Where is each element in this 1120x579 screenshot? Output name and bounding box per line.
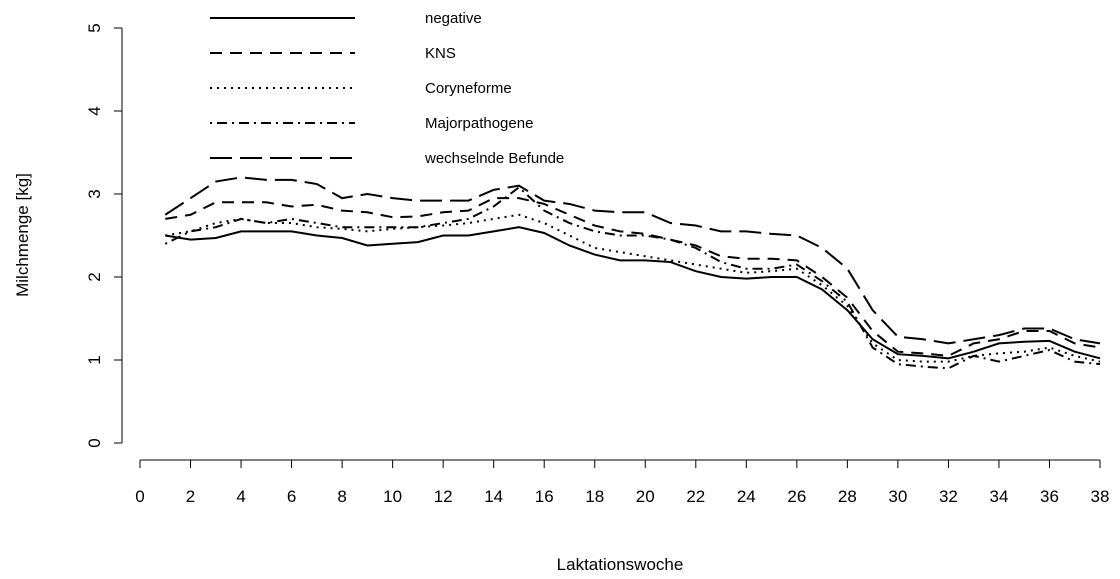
line-series [164, 186, 1101, 370]
x-tick-label: 34 [989, 487, 1008, 506]
x-axis-title: Laktationswoche [557, 555, 684, 574]
legend-label: negative [425, 10, 482, 27]
y-axis-title: Milchmenge [kg] [13, 173, 32, 297]
x-tick-label: 28 [838, 487, 857, 506]
y-tick-label: 1 [85, 355, 104, 364]
x-tick-label: 10 [383, 487, 402, 506]
x-tick-label: 24 [737, 487, 756, 506]
x-tick-label: 12 [434, 487, 453, 506]
x-tick-label: 16 [535, 487, 554, 506]
x-tick-label: 20 [636, 487, 655, 506]
x-tick-label: 36 [1040, 487, 1059, 506]
x-tick-label: 8 [337, 487, 346, 506]
legend-label: KNS [425, 45, 456, 62]
line-series [165, 197, 1101, 357]
line-series [165, 226, 1101, 360]
x-tick-label: 26 [787, 487, 806, 506]
line-series [165, 213, 1101, 363]
x-tick-label: 14 [484, 487, 503, 506]
line-series [164, 176, 1101, 345]
x-tick-label: 18 [585, 487, 604, 506]
x-tick-label: 2 [186, 487, 195, 506]
legend-label: wechselnde Befunde [424, 150, 564, 167]
x-tick-label: 38 [1091, 487, 1110, 506]
legend-label: Coryneforme [425, 80, 512, 97]
x-tick-label: 6 [287, 487, 296, 506]
y-tick-label: 3 [85, 189, 104, 198]
x-tick-label: 32 [939, 487, 958, 506]
y-tick-label: 0 [85, 438, 104, 447]
y-tick-label: 4 [85, 106, 104, 115]
x-tick-label: 22 [686, 487, 705, 506]
y-tick-label: 5 [85, 23, 104, 32]
x-tick-label: 4 [236, 487, 245, 506]
x-tick-label: 30 [888, 487, 907, 506]
legend-label: Majorpathogene [425, 115, 533, 132]
y-tick-label: 2 [85, 272, 104, 281]
x-tick-label: 0 [135, 487, 144, 506]
